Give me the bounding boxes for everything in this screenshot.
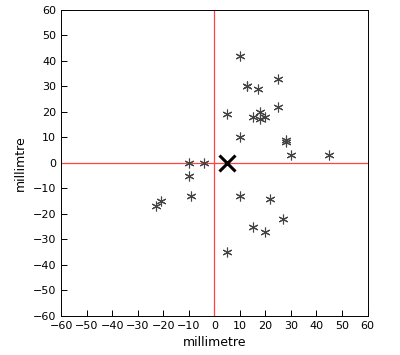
Y-axis label: millimtre: millimtre — [14, 135, 27, 191]
X-axis label: millimetre: millimetre — [182, 337, 246, 349]
